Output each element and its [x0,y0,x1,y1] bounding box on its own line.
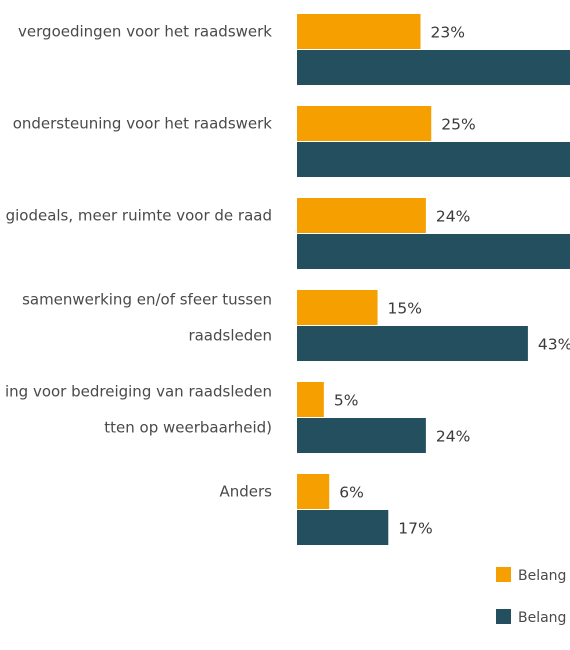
bar-series-1 [297,382,324,417]
bar-series-1 [297,106,432,141]
bar-series-2 [297,326,528,361]
bar-series-2 [297,234,570,269]
category-label: samenwerking en/of sfeer tussen raadslede… [22,291,272,345]
legend-label: Belang [518,568,566,584]
bar-series-1 [297,290,378,325]
data-label: 5% [334,392,359,410]
data-label: 17% [398,520,432,538]
category-label: Anders [220,483,273,501]
category-label: ondersteuning voor het raadswerk [13,115,273,133]
category-label: ing voor bedreiging van raadsleden tten o… [5,383,272,437]
legend-label: Belang [518,610,566,626]
category-label-line: vergoedingen voor het raadswerk [18,23,272,41]
category-label-line: Anders [220,483,273,501]
bar-series-1 [297,474,330,509]
data-label: 6% [339,484,364,502]
data-label: 23% [431,24,465,42]
category-label-line: ing voor bedreiging van raadsleden [5,383,272,401]
data-label: 24% [436,428,470,446]
bars-group: 23% 25% 24% 15% 43% 5% 24% 6% 17% [297,14,570,545]
category-label-line: giodeals, meer ruimte voor de raad [6,207,272,225]
category-labels-group: vergoedingen voor het raadswerk ondersteu… [5,23,272,501]
bar-series-2 [297,50,570,85]
category-label: giodeals, meer ruimte voor de raad [6,207,272,225]
bar-series-2 [297,418,426,453]
bar-series-2 [297,142,570,177]
category-label-line: tten op weerbaarheid) [104,419,272,437]
data-label: 43% [538,336,570,354]
category-label-line: ondersteuning voor het raadswerk [13,115,273,133]
category-label-line: samenwerking en/of sfeer tussen [22,291,272,309]
data-label: 24% [436,208,470,226]
bar-series-1 [297,198,426,233]
category-label-line: raadsleden [188,327,272,345]
category-label: vergoedingen voor het raadswerk [18,23,272,41]
legend-swatch [496,609,511,624]
legend-swatch [496,567,511,582]
bar-series-2 [297,510,389,545]
data-label: 25% [441,116,475,134]
bar-series-1 [297,14,421,49]
data-label: 15% [388,300,422,318]
legend: Belang Belang [496,567,566,626]
